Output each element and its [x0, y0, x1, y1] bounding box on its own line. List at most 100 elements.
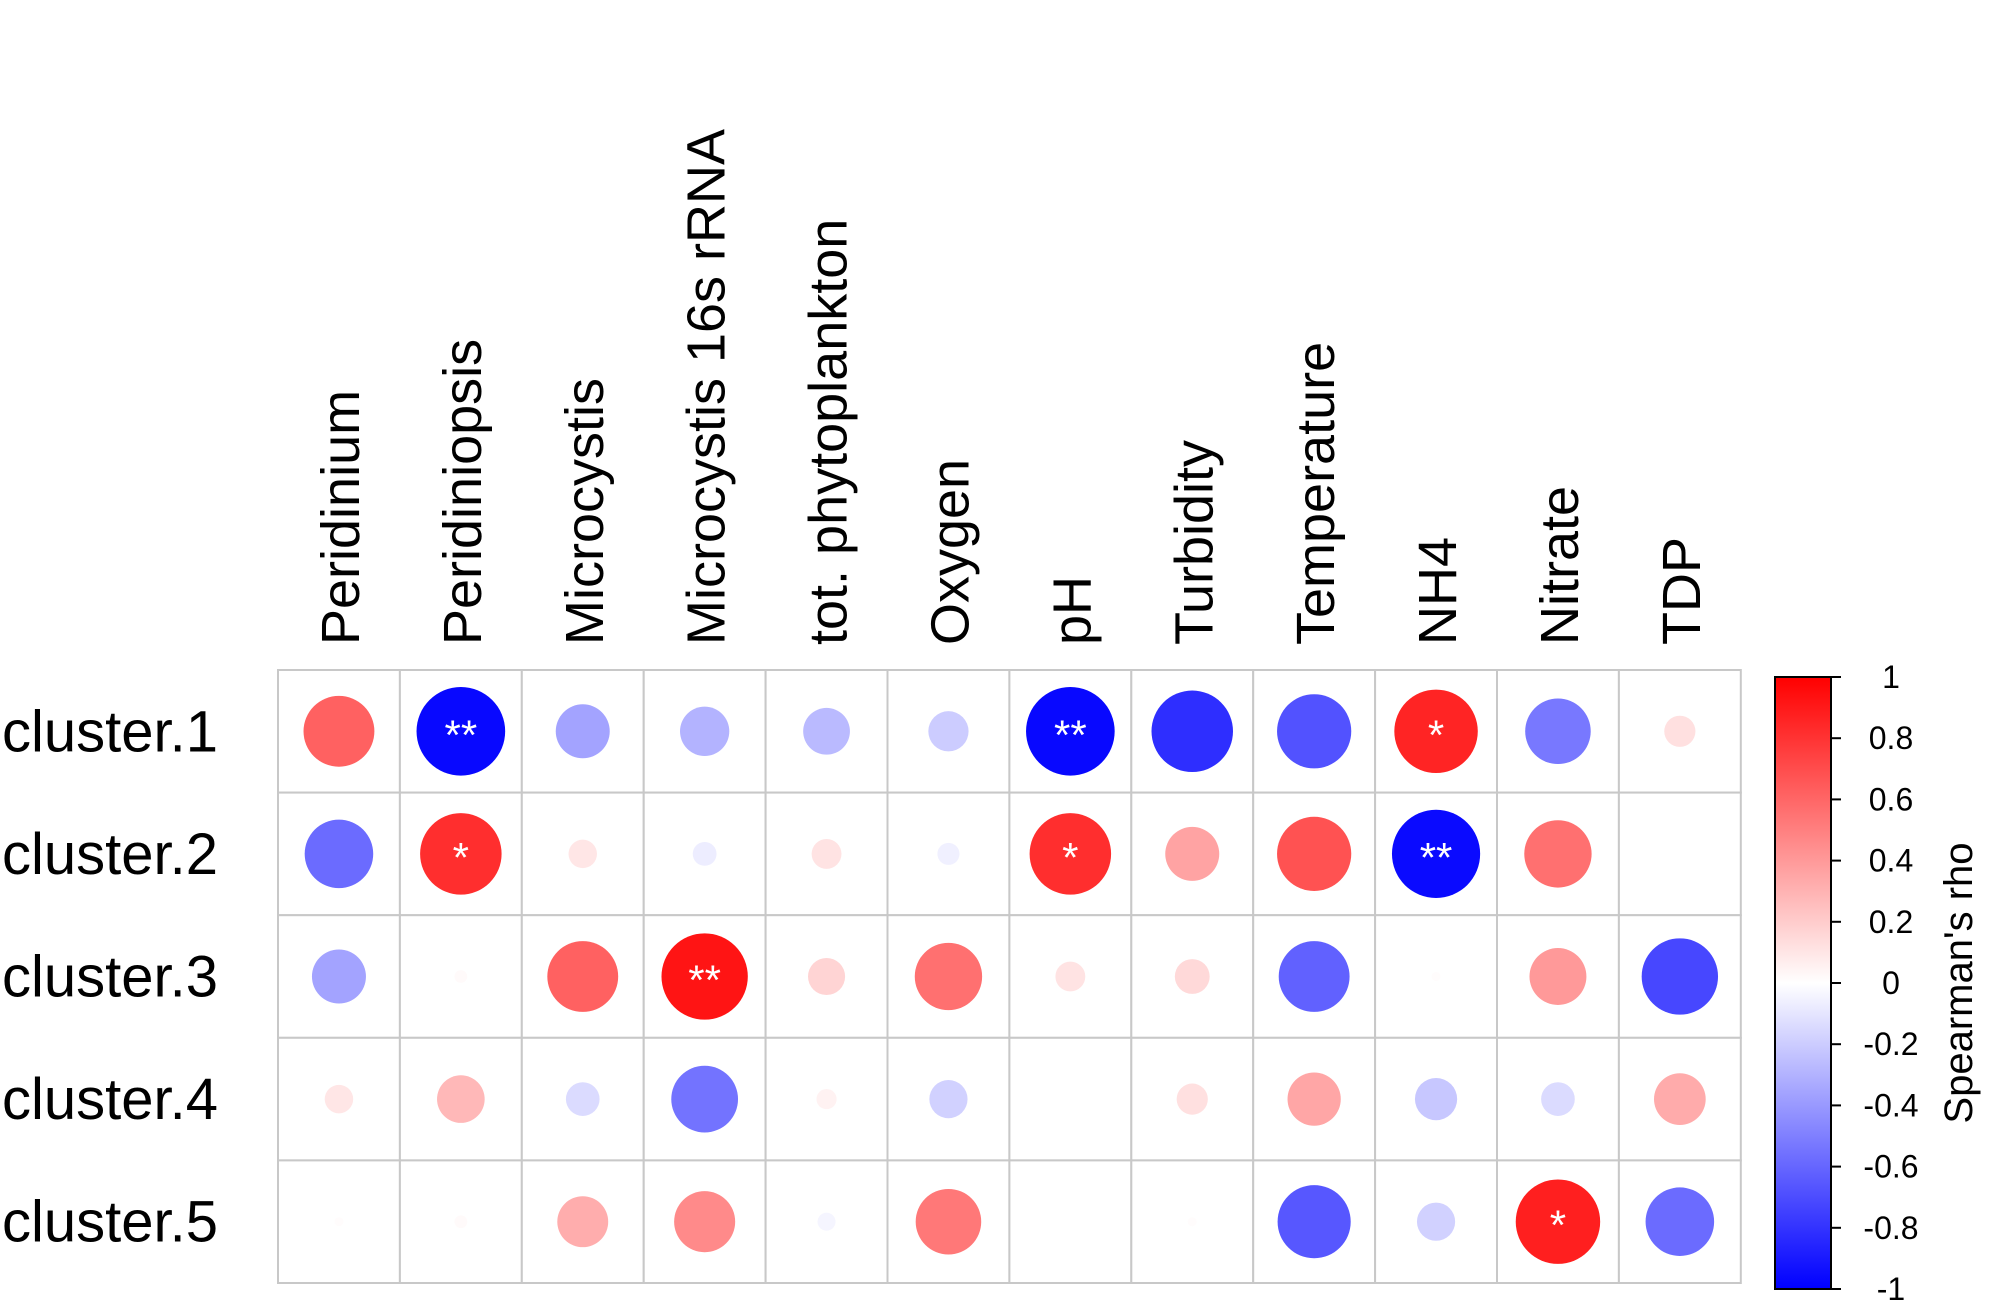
correlation-circle-cluster-4-temperature — [1287, 1072, 1341, 1126]
correlation-circle-cluster-2-turbidity — [1165, 826, 1220, 881]
column-label: Microcystis — [555, 378, 615, 645]
correlation-circle-cluster-3-microcystis — [547, 941, 619, 1012]
grid — [277, 669, 1742, 1285]
column-label: Peridinium — [311, 390, 371, 645]
correlation-circle-cluster-5-tdp — [1645, 1187, 1715, 1256]
correlation-circle-cluster-5-turbidity — [1187, 1217, 1197, 1227]
correlation-circle-cluster-3-peridinium — [311, 949, 366, 1004]
row-labels: cluster.1 cluster.2 cluster.3 cluster.4 clus… — [2, 699, 218, 1254]
correlation-circle-cluster-5-microcystis-16s-rrna — [674, 1191, 736, 1253]
correlation-circle-cluster-5-nitrate — [1515, 1179, 1601, 1264]
correlation-circle-cluster-1-oxygen — [928, 711, 969, 752]
correlation-circle-cluster-2-oxygen — [937, 842, 960, 865]
correlation-circle-cluster-5-peridiniopsis — [454, 1215, 468, 1229]
correlation-circle-cluster-4-turbidity — [1176, 1083, 1208, 1115]
correlation-circles — [303, 686, 1719, 1264]
correlation-circle-cluster-2-tot-phytoplankton — [811, 838, 842, 869]
colorbar-tick-label: 0.8 — [1869, 720, 1913, 756]
correlation-circle-cluster-3-nitrate — [1529, 948, 1587, 1005]
significance-marker: ** — [1420, 834, 1453, 881]
correlation-circle-cluster-5-peridinium — [334, 1217, 344, 1227]
correlation-circle-cluster-1-tot-phytoplankton — [803, 707, 850, 755]
correlation-circle-cluster-2-microcystis-16s-rrna — [692, 841, 717, 866]
colorbar-label: Spearman's rho — [1937, 842, 1981, 1123]
row-label: cluster.5 — [2, 1190, 218, 1255]
correlation-circle-cluster-3-oxygen — [914, 942, 983, 1011]
correlation-circle-cluster-3-tdp — [1641, 938, 1719, 1015]
correlation-circle-cluster-3-tot-phytoplankton — [807, 957, 846, 996]
significance-marker: * — [453, 834, 469, 881]
significance-marker: ** — [1054, 711, 1087, 758]
row-label: cluster.3 — [2, 945, 218, 1010]
grid-cell — [1008, 1036, 1133, 1162]
colorbar-tick-label: -0.6 — [1863, 1149, 1918, 1185]
correlation-circle-cluster-1-nh4 — [1394, 689, 1478, 774]
colorbar: 1 0.8 0.6 0.4 0.2 0 -0.2 -0.4 -0.6 -0.8 -1 Spearman… — [1774, 659, 1981, 1307]
correlation-circle-cluster-3-nh4 — [1431, 972, 1441, 981]
column-label: Temperature — [1286, 342, 1346, 645]
column-label: Microcystis 16s rRNA — [677, 129, 737, 645]
significance-marker: * — [1062, 834, 1078, 881]
colorbar-tick-label: -1 — [1877, 1271, 1905, 1305]
correlation-circle-cluster-1-peridinium — [303, 695, 375, 767]
grid-cell — [1617, 791, 1742, 917]
column-label: TDP — [1652, 537, 1712, 645]
correlation-circle-cluster-3-turbidity — [1174, 959, 1210, 994]
column-label: Peridiniopsis — [433, 339, 493, 645]
correlation-circle-cluster-3-microcystis-16s-rrna — [661, 933, 748, 1020]
row-label: cluster.4 — [2, 1067, 218, 1132]
colorbar-gradient — [1774, 676, 1832, 1290]
correlation-circle-cluster-1-temperature — [1277, 694, 1352, 769]
correlation-circle-cluster-2-peridinium — [304, 819, 374, 889]
correlation-circle-cluster-5-oxygen — [915, 1188, 982, 1255]
colorbar-tick-label: 0.2 — [1869, 904, 1913, 940]
correlation-circle-cluster-4-nitrate — [1541, 1082, 1575, 1116]
correlation-circle-cluster-5-microcystis — [557, 1196, 609, 1248]
significance-marker: ** — [444, 711, 477, 758]
column-label: NH4 — [1408, 537, 1468, 645]
correlation-circle-cluster-1-microcystis-16s-rrna — [680, 706, 730, 756]
correlation-circle-cluster-5-temperature — [1277, 1185, 1351, 1259]
row-label: cluster.1 — [2, 699, 218, 764]
correlation-circle-cluster-1-microcystis — [555, 704, 610, 759]
correlation-circle-cluster-3-ph — [1055, 961, 1086, 992]
correlation-circle-cluster-4-nh4 — [1414, 1077, 1458, 1121]
column-label: Oxygen — [920, 459, 980, 645]
correlation-circle-cluster-5-nh4 — [1416, 1202, 1456, 1241]
correlation-circle-cluster-4-peridiniopsis — [437, 1075, 485, 1123]
significance-marker: * — [1428, 711, 1444, 758]
colorbar-tick-label: -0.2 — [1863, 1026, 1918, 1062]
correlation-circle-cluster-3-peridiniopsis — [454, 970, 468, 983]
correlation-circle-cluster-1-nitrate — [1525, 698, 1591, 765]
correlation-circle-cluster-1-peridiniopsis — [416, 686, 506, 776]
correlation-circle-cluster-2-nitrate — [1524, 820, 1592, 888]
colorbar-tick-label: 1 — [1882, 659, 1900, 695]
grid-cell — [1008, 1159, 1133, 1285]
colorbar-tick-label: -0.4 — [1863, 1087, 1918, 1123]
colorbar-tick-label: 0.4 — [1869, 843, 1913, 879]
column-label: tot. phytoplankton — [799, 219, 859, 645]
correlation-circle-cluster-1-ph — [1026, 686, 1115, 776]
correlation-circle-cluster-2-peridiniopsis — [420, 813, 502, 895]
correlation-circle-cluster-2-temperature — [1277, 816, 1352, 892]
column-labels: Peridinium Peridiniopsis Microcystis Microc… — [311, 129, 1712, 645]
correlation-circle-cluster-4-microcystis-16s-rrna — [671, 1065, 739, 1133]
correlation-circle-cluster-2-ph — [1029, 813, 1112, 895]
significance-markers: ** ** ** * ***** — [444, 711, 1566, 1248]
correlation-circle-cluster-2-microcystis — [568, 839, 597, 869]
correlation-circle-cluster-4-tdp — [1653, 1073, 1706, 1125]
correlation-circle-cluster-4-tot-phytoplankton — [816, 1089, 837, 1110]
correlation-circle-cluster-3-temperature — [1278, 941, 1350, 1012]
correlation-circle-cluster-1-tdp — [1664, 715, 1696, 747]
correlation-circle-cluster-4-microcystis — [565, 1082, 600, 1116]
colorbar-tick-label: 0 — [1882, 965, 1900, 1001]
grid-cell — [642, 1036, 767, 1162]
correlation-circle-cluster-4-peridinium — [324, 1084, 354, 1114]
correlation-circle-cluster-1-turbidity — [1151, 690, 1233, 773]
column-label: Turbidity — [1164, 440, 1224, 645]
correlation-circle-cluster-4-oxygen — [929, 1080, 968, 1119]
column-label: pH — [1042, 576, 1102, 645]
row-label: cluster.2 — [2, 822, 218, 887]
